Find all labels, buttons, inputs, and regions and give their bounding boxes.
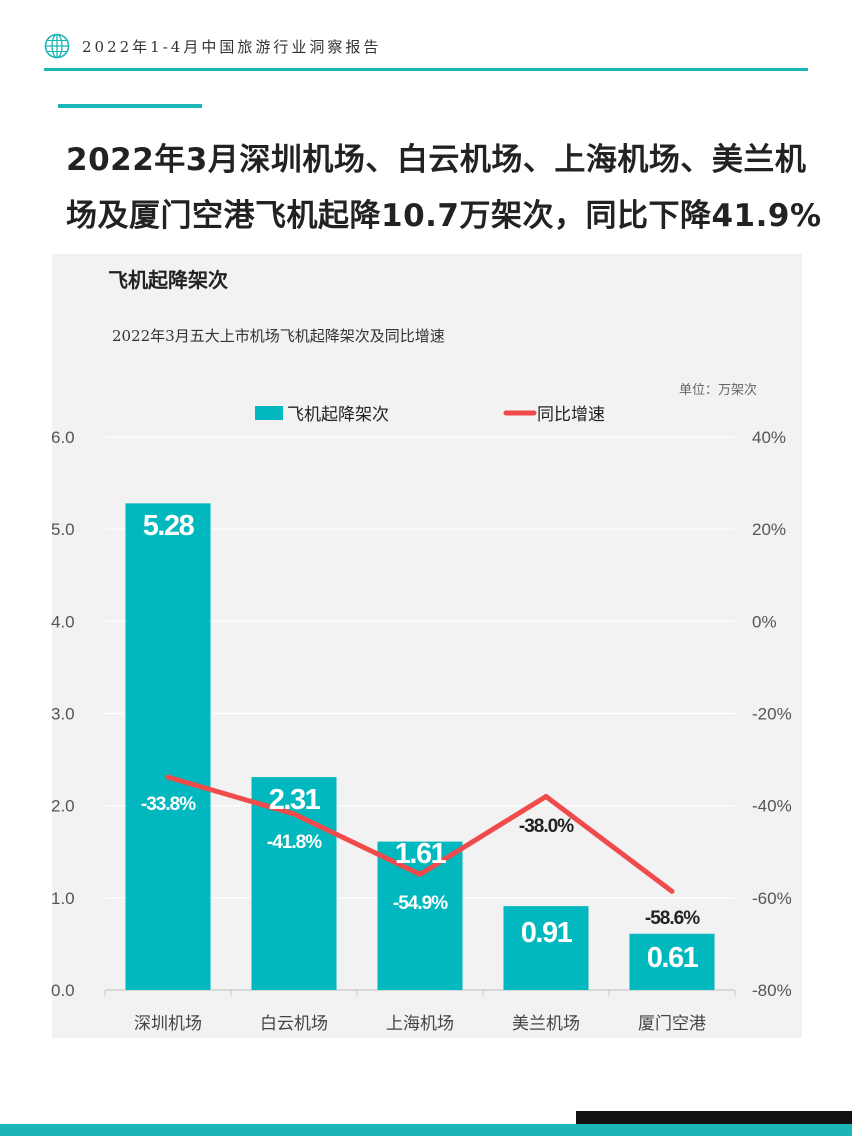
report-header-title: 2022年1-4月中国旅游行业洞察报告 <box>82 38 382 56</box>
y-left-tick-label: 4.0 <box>51 612 75 631</box>
line-value-label: -58.6% <box>645 908 700 929</box>
line-value-label: -54.9% <box>393 893 448 914</box>
bar <box>629 933 715 990</box>
line-value-label: -38.0% <box>519 816 574 837</box>
line-value-label: -41.8% <box>267 832 322 853</box>
chart-unit: 单位：万架次 <box>678 383 757 398</box>
title-accent-bar <box>58 104 202 108</box>
bar-value-label: 0.91 <box>521 917 573 949</box>
x-category-label: 美兰机场 <box>512 1014 580 1034</box>
y-right-tick-label: 20% <box>752 520 786 539</box>
y-left-tick-label: 5.0 <box>51 520 75 539</box>
x-category-label: 深圳机场 <box>134 1014 202 1034</box>
header-divider <box>44 68 808 71</box>
y-right-tick-label: -60% <box>752 889 792 908</box>
y-left-tick-label: 3.0 <box>51 705 75 724</box>
bar-value-label: 2.31 <box>269 784 321 816</box>
bar <box>503 906 589 990</box>
y-left-tick-label: 1.0 <box>51 889 75 908</box>
x-category-label: 白云机场 <box>260 1014 328 1034</box>
y-left-tick-label: 0.0 <box>51 981 75 1000</box>
chart-heading: 飞机起降架次 <box>108 268 228 292</box>
y-right-tick-label: -40% <box>752 797 792 816</box>
footer-bar-cyan <box>0 1124 852 1136</box>
y-right-tick-label: 0% <box>752 612 777 631</box>
x-category-label: 厦门空港 <box>638 1014 706 1034</box>
x-category-label: 上海机场 <box>386 1014 454 1034</box>
bar-value-label: 1.61 <box>395 838 447 870</box>
legend-label-line: 同比增速 <box>537 405 605 425</box>
y-right-tick-label: 40% <box>752 428 786 447</box>
bar-value-label: 5.28 <box>143 510 195 542</box>
footer-bar-black <box>576 1111 852 1124</box>
globe-icon <box>44 33 70 59</box>
bar <box>125 503 211 990</box>
legend-label-bars: 飞机起降架次 <box>287 405 389 425</box>
chart-title: 2022年3月五大上市机场飞机起降架次及同比增速 <box>112 327 445 345</box>
bar-value-label: 0.61 <box>647 942 699 974</box>
line-value-label: -33.8% <box>141 794 196 815</box>
y-left-tick-label: 6.0 <box>51 428 75 447</box>
page-title: 2022年3月深圳机场、白云机场、上海机场、美兰机场及厦门空港飞机起降10.7万… <box>66 142 822 234</box>
y-left-tick-label: 2.0 <box>51 797 75 816</box>
bar <box>377 841 463 990</box>
y-right-tick-label: -20% <box>752 705 792 724</box>
legend-swatch-bars <box>255 406 283 420</box>
y-right-tick-label: -80% <box>752 981 792 1000</box>
growth-line <box>165 774 675 894</box>
